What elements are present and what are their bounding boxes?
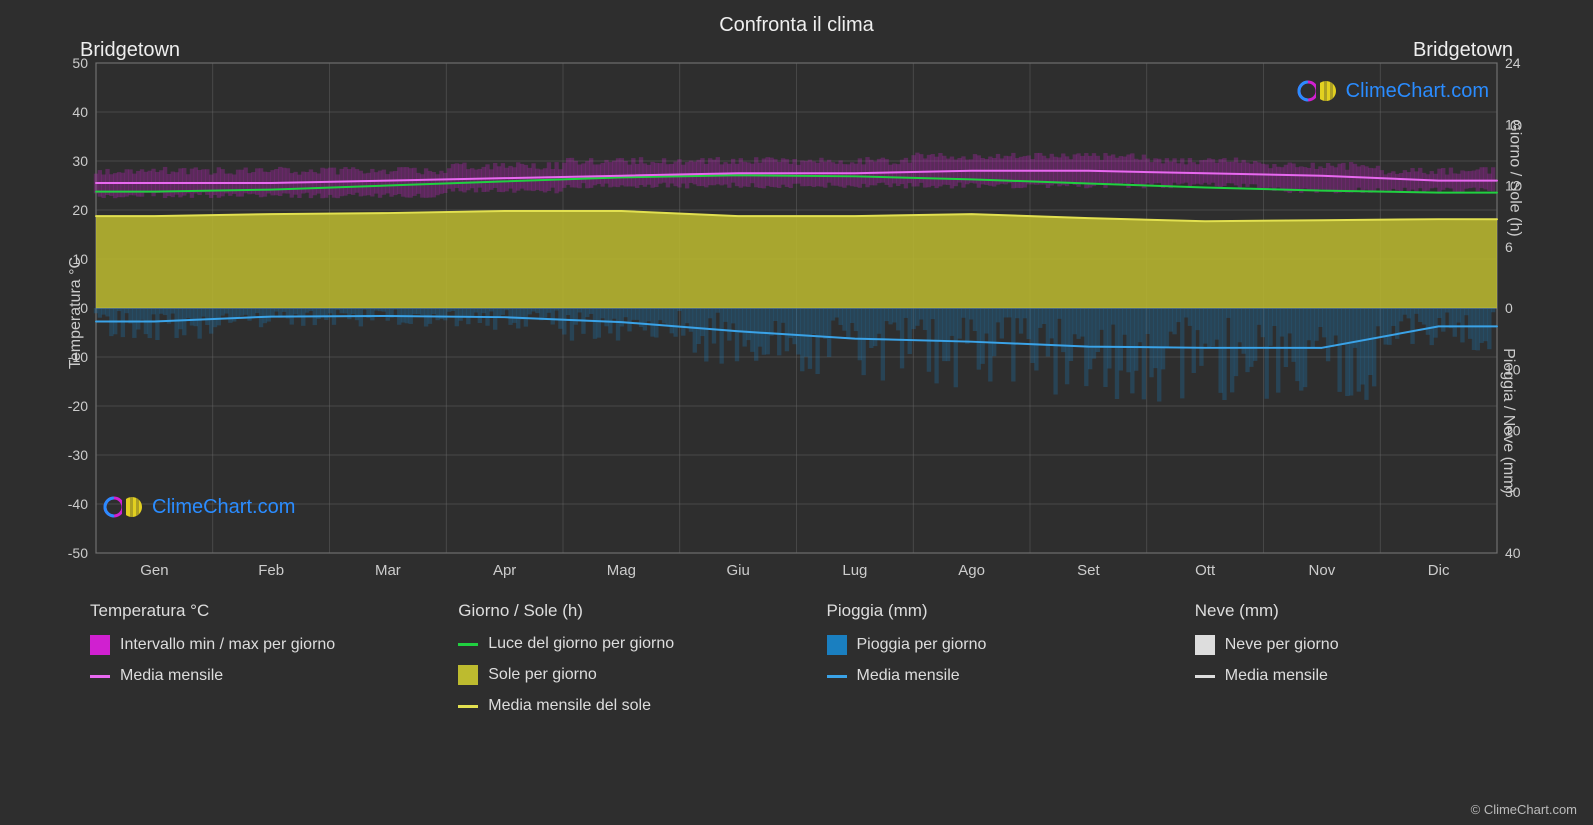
- legend-item: Intervallo min / max per giorno: [90, 635, 398, 655]
- svg-text:6: 6: [1505, 239, 1513, 255]
- svg-text:Mar: Mar: [375, 562, 401, 579]
- legend-group-title: Temperatura °C: [90, 601, 398, 621]
- swatch-box-icon: [827, 635, 847, 655]
- svg-text:30: 30: [72, 153, 88, 169]
- svg-text:Giu: Giu: [726, 562, 749, 579]
- swatch-line-icon: [1195, 675, 1215, 678]
- svg-text:-40: -40: [68, 496, 88, 512]
- svg-text:0: 0: [1505, 300, 1513, 316]
- chart-container: Bridgetown Bridgetown Temperatura °C Gio…: [60, 43, 1533, 583]
- swatch-line-icon: [458, 705, 478, 708]
- svg-text:-20: -20: [68, 398, 88, 414]
- legend-item-label: Media mensile del sole: [488, 697, 651, 715]
- svg-text:Gen: Gen: [140, 562, 168, 579]
- legend-item: Sole per giorno: [458, 665, 766, 685]
- swatch-line-icon: [827, 675, 847, 678]
- svg-text:Mag: Mag: [607, 562, 636, 579]
- swatch-box-icon: [90, 635, 110, 655]
- legend-group: Pioggia (mm) Pioggia per giorno Media mens…: [827, 601, 1135, 727]
- climate-chart-svg: -50-40-30-20-100102030405006121824102030…: [60, 43, 1533, 583]
- svg-text:40: 40: [1505, 545, 1521, 561]
- legend-item: Pioggia per giorno: [827, 635, 1135, 655]
- svg-text:Lug: Lug: [842, 562, 867, 579]
- chart-title: Confronta il clima: [0, 0, 1593, 43]
- copyright-text: © ClimeChart.com: [1471, 802, 1577, 817]
- svg-text:Ott: Ott: [1195, 562, 1216, 579]
- legend-item: Neve per giorno: [1195, 635, 1503, 655]
- legend-group: Neve (mm) Neve per giorno Media mensile: [1195, 601, 1503, 727]
- y-axis-left-label: Temperatura °C: [67, 257, 85, 369]
- swatch-line-icon: [90, 675, 110, 678]
- legend-item: Media mensile: [827, 667, 1135, 685]
- legend-group: Giorno / Sole (h) Luce del giorno per gio…: [458, 601, 766, 727]
- legend-item: Media mensile del sole: [458, 697, 766, 715]
- legend-item-label: Media mensile: [120, 667, 223, 685]
- legend-item: Luce del giorno per giorno: [458, 635, 766, 653]
- svg-text:40: 40: [72, 104, 88, 120]
- legend: Temperatura °C Intervallo min / max per g…: [0, 583, 1593, 727]
- legend-item-label: Neve per giorno: [1225, 636, 1339, 654]
- legend-item-label: Media mensile: [857, 667, 960, 685]
- y-axis-right-bottom-label: Pioggia / Neve (mm): [1499, 348, 1517, 494]
- svg-text:Ago: Ago: [958, 562, 985, 579]
- svg-text:-30: -30: [68, 447, 88, 463]
- legend-item: Media mensile: [90, 667, 398, 685]
- legend-item: Media mensile: [1195, 667, 1503, 685]
- legend-item-label: Intervallo min / max per giorno: [120, 636, 335, 654]
- svg-text:Set: Set: [1077, 562, 1100, 579]
- location-label-left: Bridgetown: [80, 39, 180, 62]
- legend-item-label: Media mensile: [1225, 667, 1328, 685]
- swatch-box-icon: [1195, 635, 1215, 655]
- svg-text:-50: -50: [68, 545, 88, 561]
- svg-text:20: 20: [72, 202, 88, 218]
- svg-text:Nov: Nov: [1309, 562, 1336, 579]
- y-axis-right-top-label: Giorno / Sole (h): [1505, 119, 1523, 236]
- svg-text:Dic: Dic: [1428, 562, 1450, 579]
- legend-group-title: Giorno / Sole (h): [458, 601, 766, 621]
- svg-text:Feb: Feb: [258, 562, 284, 579]
- swatch-line-icon: [458, 643, 478, 646]
- legend-group: Temperatura °C Intervallo min / max per g…: [90, 601, 398, 727]
- swatch-box-icon: [458, 665, 478, 685]
- legend-group-title: Pioggia (mm): [827, 601, 1135, 621]
- legend-item-label: Luce del giorno per giorno: [488, 635, 674, 653]
- legend-group-title: Neve (mm): [1195, 601, 1503, 621]
- svg-text:Apr: Apr: [493, 562, 516, 579]
- legend-item-label: Sole per giorno: [488, 666, 597, 684]
- location-label-right: Bridgetown: [1413, 39, 1513, 62]
- legend-item-label: Pioggia per giorno: [857, 636, 987, 654]
